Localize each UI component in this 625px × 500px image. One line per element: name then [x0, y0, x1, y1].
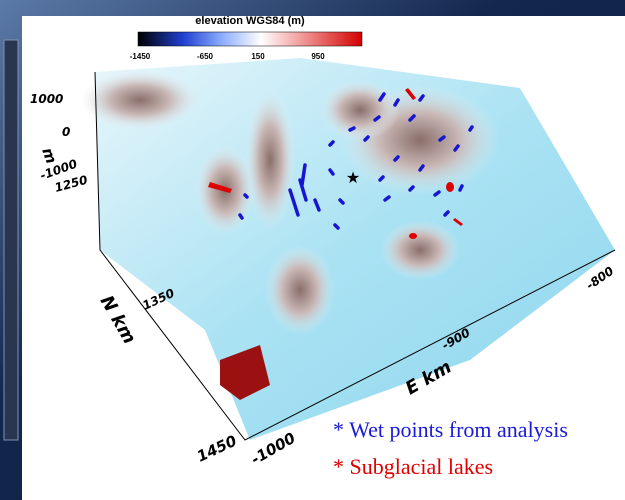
- colorbar-tick: -1450: [130, 52, 151, 61]
- side-panel: [4, 40, 18, 440]
- star-marker: ★: [346, 170, 360, 187]
- colorbar-tick: -650: [197, 52, 214, 61]
- screenshot: elevation WGS84 (m) -1450 -650 150 950 ★…: [0, 0, 625, 500]
- z-tick: 1000: [30, 92, 63, 106]
- colorbar-tick: 150: [251, 52, 265, 61]
- colorbar-tick: 950: [311, 52, 325, 61]
- z-tick: 0: [62, 125, 70, 139]
- legend-item: * Subglacial lakes: [333, 454, 493, 479]
- colorbar-title: elevation WGS84 (m): [195, 15, 305, 27]
- colorbar: [138, 32, 362, 46]
- legend-item: * Wet points from analysis: [333, 417, 568, 442]
- page: elevation WGS84 (m) -1450 -650 150 950 ★…: [0, 0, 625, 500]
